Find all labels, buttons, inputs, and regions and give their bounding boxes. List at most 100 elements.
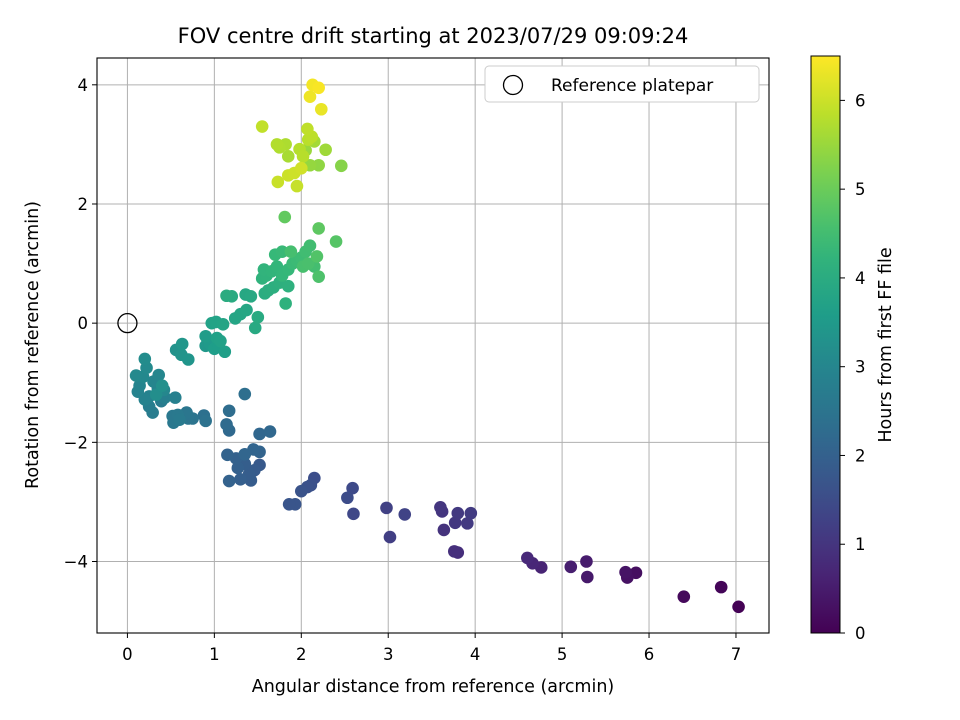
data-point xyxy=(329,235,343,248)
data-point xyxy=(732,600,745,614)
data-point xyxy=(581,570,594,584)
data-point xyxy=(234,472,247,486)
x-axis-label: Angular distance from reference (arcmin) xyxy=(252,677,615,697)
data-point xyxy=(220,289,233,303)
data-point xyxy=(282,497,296,511)
data-point xyxy=(714,580,728,594)
data-point xyxy=(222,474,236,488)
data-point xyxy=(216,318,230,331)
x-tick-label: 0 xyxy=(122,645,133,664)
data-point xyxy=(240,303,253,317)
x-tick-label: 6 xyxy=(644,645,655,664)
data-point xyxy=(248,321,262,335)
data-point xyxy=(580,555,593,568)
data-point xyxy=(218,345,232,359)
data-point xyxy=(138,352,152,366)
colorbar-label: Hours from first FF file xyxy=(876,247,896,442)
data-point xyxy=(255,120,269,133)
data-point xyxy=(319,143,332,157)
data-point xyxy=(448,516,462,530)
x-tick-label: 4 xyxy=(470,645,481,664)
data-point xyxy=(271,175,285,189)
data-point xyxy=(347,507,360,521)
y-tick-label: −4 xyxy=(64,552,88,571)
data-point xyxy=(129,369,143,382)
data-point xyxy=(238,447,252,461)
axis-ticks: 0 1 2 3 4 5 6 7 −4 −2 0 2 4 xyxy=(64,76,742,664)
legend-label: Reference platepar xyxy=(551,76,713,96)
y-tick-label: 0 xyxy=(78,314,89,333)
y-axis-label: Rotation from reference (arcmin) xyxy=(23,201,43,489)
legend: Reference platepar xyxy=(484,65,760,103)
data-point xyxy=(461,517,474,530)
x-tick-label: 7 xyxy=(731,645,742,664)
data-point xyxy=(619,565,632,579)
data-point xyxy=(181,353,195,366)
data-point xyxy=(312,270,325,283)
reference-platepar-marker xyxy=(117,313,138,334)
legend-reference-marker xyxy=(502,74,524,96)
data-point xyxy=(301,257,315,270)
data-point xyxy=(270,138,284,151)
data-point xyxy=(294,161,308,175)
data-point xyxy=(220,418,233,431)
data-point xyxy=(281,279,295,293)
data-point xyxy=(168,391,182,404)
reference-marker-layer xyxy=(117,313,138,334)
data-point xyxy=(437,523,451,537)
colorbar: 0 1 2 3 4 5 6 xyxy=(810,55,866,643)
data-point xyxy=(175,337,189,351)
y-tick-label: 2 xyxy=(78,195,89,214)
colorbar-tick-label: 4 xyxy=(855,269,866,288)
data-point xyxy=(152,368,166,382)
data-point xyxy=(464,506,478,520)
data-point xyxy=(275,245,289,258)
data-point xyxy=(434,500,447,514)
data-point xyxy=(451,506,465,520)
plot-frame xyxy=(96,57,770,634)
data-point xyxy=(251,310,265,324)
data-point xyxy=(244,290,258,303)
data-point xyxy=(677,590,691,603)
colorbar-gradient xyxy=(810,55,841,634)
data-point xyxy=(199,414,212,428)
data-point xyxy=(253,427,266,441)
data-point xyxy=(281,150,295,163)
data-point xyxy=(334,159,348,173)
data-point xyxy=(303,239,317,252)
data-point xyxy=(199,329,212,343)
data-point xyxy=(398,508,412,521)
data-point xyxy=(278,210,292,224)
data-point xyxy=(564,560,578,574)
colorbar-tick-label: 2 xyxy=(855,446,866,465)
data-point xyxy=(303,90,317,104)
data-point xyxy=(312,81,325,95)
data-point xyxy=(380,501,393,515)
data-point xyxy=(447,545,461,558)
colorbar-tick-label: 3 xyxy=(855,358,866,377)
data-point xyxy=(294,484,308,498)
colorbar-tick-label: 6 xyxy=(855,91,866,110)
y-tick-label: 4 xyxy=(78,76,89,95)
data-point xyxy=(346,481,359,495)
data-point xyxy=(263,425,277,438)
data-point xyxy=(290,179,304,193)
colorbar-tick-label: 5 xyxy=(855,180,866,199)
data-point xyxy=(222,404,236,418)
data-point xyxy=(314,102,328,116)
data-point xyxy=(238,387,252,401)
grid-lines xyxy=(97,58,769,633)
data-point xyxy=(312,222,325,235)
data-point xyxy=(221,448,234,462)
colorbar-tick-label: 0 xyxy=(855,624,866,643)
data-point xyxy=(521,551,534,565)
data-points xyxy=(129,78,745,614)
data-point xyxy=(383,530,397,544)
legend-box xyxy=(484,65,760,103)
x-tick-label: 2 xyxy=(296,645,307,664)
colorbar-tick-label: 1 xyxy=(855,535,866,554)
data-point xyxy=(284,245,298,258)
data-point xyxy=(296,150,310,163)
x-tick-label: 1 xyxy=(209,645,220,664)
